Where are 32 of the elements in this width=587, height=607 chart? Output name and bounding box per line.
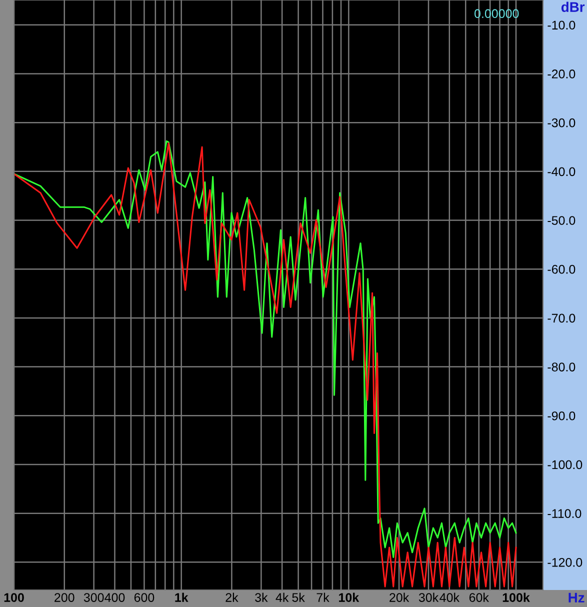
x-tick-label: 10k [339,592,360,602]
y-tick-label: -120.0 [548,558,582,567]
x-tick-label: 100 [4,593,24,602]
y-tick-label: -100.0 [548,460,582,470]
x-tick-label: 60k [469,592,489,602]
annotation: 0.00000 [474,9,519,18]
x-tick-label: 200 [54,593,74,602]
x-tick-label: 7k [316,592,330,602]
y-tick-label: -10.0 [548,20,576,30]
x-tick-label: 3k [255,592,268,602]
x-tick-label: 4k [276,592,289,602]
x-tick-label: 600 [134,593,154,602]
y-tick-label: -50.0 [548,216,576,225]
x-tick-label: 20k [390,592,410,602]
y-tick-label: -20.0 [548,70,576,78]
x-tick-label: 2k [226,592,238,602]
x-tick-label: 1k [175,592,188,602]
y-axis-title: dBr [561,2,585,12]
x-tick-label: 400 [104,593,125,602]
y-tick-label: -80.0 [548,362,576,372]
y-tick-label: -40.0 [548,167,576,176]
x-axis-title: Hz [568,592,584,602]
x-tick-label: 100k [502,592,530,602]
y-tick-label: -30.0 [548,118,576,128]
y-tick-label: -110.0 [548,509,582,518]
y-tick-label: -60.0 [548,264,576,274]
x-tick-label: 300 [84,593,104,602]
y-tick-label: -90.0 [548,411,576,420]
x-tick-label: 40k [440,592,460,602]
x-tick-label: 5k [292,592,305,602]
x-tick-label: 30k [418,592,439,602]
y-tick-label: -70.0 [548,314,576,323]
